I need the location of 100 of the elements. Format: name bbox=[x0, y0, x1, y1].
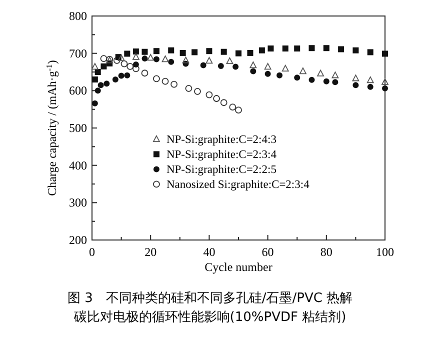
point bbox=[206, 48, 212, 54]
point bbox=[338, 46, 344, 52]
point bbox=[236, 50, 242, 56]
x-tick-label: 20 bbox=[144, 245, 157, 259]
point bbox=[247, 50, 254, 56]
point bbox=[98, 82, 104, 88]
point bbox=[94, 69, 101, 75]
point bbox=[235, 106, 242, 114]
point bbox=[332, 72, 339, 78]
point bbox=[194, 88, 201, 95]
point bbox=[206, 57, 213, 64]
point bbox=[218, 63, 224, 70]
point bbox=[352, 74, 360, 82]
point bbox=[308, 76, 315, 83]
x-tick-label: 40 bbox=[203, 245, 216, 259]
point bbox=[113, 56, 120, 64]
point bbox=[282, 45, 288, 52]
point bbox=[294, 74, 300, 81]
x-tick-label: 80 bbox=[320, 245, 332, 259]
point bbox=[332, 79, 338, 86]
point bbox=[124, 72, 130, 78]
point bbox=[352, 82, 359, 88]
point bbox=[182, 56, 190, 64]
y-tick-label: 800 bbox=[69, 9, 87, 23]
point bbox=[92, 76, 98, 82]
point bbox=[382, 50, 388, 57]
point bbox=[232, 64, 239, 70]
point bbox=[282, 64, 289, 72]
point bbox=[185, 84, 192, 92]
x-axis-title: Cycle number bbox=[204, 260, 272, 274]
point bbox=[104, 80, 110, 87]
point bbox=[147, 54, 154, 61]
point bbox=[323, 78, 330, 84]
point bbox=[124, 50, 130, 57]
point bbox=[308, 45, 315, 52]
point bbox=[153, 75, 160, 82]
point bbox=[264, 63, 272, 70]
point bbox=[258, 47, 265, 54]
point bbox=[170, 80, 178, 88]
y-tick-label: 600 bbox=[69, 84, 87, 98]
point bbox=[132, 48, 139, 54]
legend-label: NP-Si:graphite:C=2:2:5 bbox=[166, 164, 277, 176]
point bbox=[226, 57, 234, 64]
point bbox=[382, 85, 388, 92]
point bbox=[100, 55, 108, 62]
legend-label: NP-Si:graphite:C=2:3:4 bbox=[166, 149, 277, 162]
point bbox=[112, 76, 118, 82]
point bbox=[162, 78, 169, 85]
point bbox=[317, 70, 324, 76]
point bbox=[366, 76, 374, 84]
point bbox=[100, 63, 107, 70]
point bbox=[142, 48, 148, 55]
legend-label: NP-Si:graphite:C=2:4:3 bbox=[166, 134, 277, 146]
point bbox=[94, 88, 101, 94]
x-tick-label: 0 bbox=[89, 245, 95, 259]
point bbox=[192, 49, 198, 56]
point bbox=[153, 48, 160, 54]
point bbox=[323, 45, 330, 52]
point bbox=[367, 84, 374, 90]
point bbox=[206, 91, 213, 98]
x-tick-label: 60 bbox=[262, 245, 274, 259]
legend-label: Nanosized Si:graphite:C=2:3:4 bbox=[166, 179, 310, 192]
point bbox=[294, 45, 300, 52]
point bbox=[352, 47, 359, 54]
point bbox=[250, 62, 257, 68]
point bbox=[220, 99, 228, 106]
point bbox=[118, 72, 124, 79]
y-tick-label: 400 bbox=[69, 158, 87, 172]
point bbox=[276, 72, 283, 78]
point bbox=[91, 63, 98, 70]
point bbox=[132, 62, 139, 68]
caption: 图 3 不同种类的硅和不同多孔硅/石墨/PVC 热解碳比对电极的循环性能影响(10%PVDF 粘结剂) bbox=[67, 291, 353, 325]
point bbox=[367, 49, 374, 56]
point bbox=[180, 50, 186, 56]
point bbox=[132, 53, 140, 60]
point bbox=[200, 62, 206, 68]
point bbox=[168, 47, 174, 54]
point bbox=[153, 56, 160, 62]
point bbox=[250, 68, 256, 74]
point bbox=[300, 68, 306, 74]
point bbox=[168, 58, 174, 65]
point bbox=[264, 70, 271, 77]
point bbox=[268, 45, 274, 52]
point bbox=[142, 56, 148, 62]
point bbox=[118, 54, 125, 62]
point bbox=[120, 60, 128, 68]
point bbox=[92, 100, 98, 106]
y-tick-label: 200 bbox=[69, 233, 87, 247]
point bbox=[220, 48, 227, 55]
y-tick-label: 700 bbox=[69, 46, 87, 60]
point bbox=[126, 62, 134, 70]
point bbox=[141, 70, 148, 77]
point bbox=[132, 65, 140, 72]
point bbox=[213, 95, 220, 102]
y-tick-label: 300 bbox=[69, 196, 87, 210]
y-tick-label: 500 bbox=[69, 121, 87, 135]
point bbox=[162, 56, 169, 62]
point bbox=[229, 104, 236, 111]
point bbox=[382, 78, 388, 85]
x-tick-label: 100 bbox=[376, 245, 394, 259]
